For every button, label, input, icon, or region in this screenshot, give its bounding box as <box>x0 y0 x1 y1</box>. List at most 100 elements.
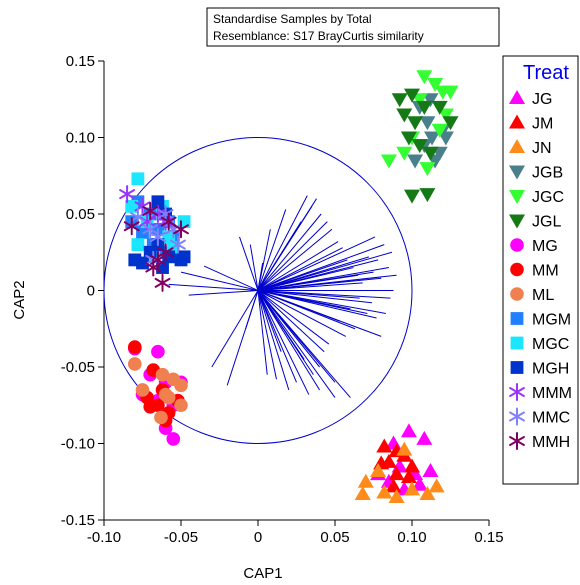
correlation-vector <box>257 290 310 395</box>
data-point-mg <box>166 432 181 446</box>
annotation-line-1: Standardise Samples by Total <box>213 12 372 26</box>
annotation-line-2: Resemblance: S17 BrayCurtis similarity <box>213 29 424 43</box>
data-point-mgc <box>131 172 145 186</box>
x-tick-label: -0.05 <box>164 529 198 546</box>
data-point-jgl <box>404 88 420 103</box>
data-point-jgc <box>396 146 413 161</box>
data-point-jn <box>354 485 371 500</box>
data-point-ml <box>174 378 188 393</box>
data-point-jgl <box>404 189 420 204</box>
correlation-vector <box>257 244 385 291</box>
data-point-mmc <box>149 227 166 246</box>
data-point-mmh <box>123 217 140 236</box>
data-point-jgb <box>419 116 436 131</box>
y-tick-label: -0.10 <box>61 436 95 453</box>
correlation-vector <box>257 259 379 291</box>
legend-label-mgc: MGC <box>532 336 569 353</box>
correlation-vector <box>239 236 259 291</box>
data-point-mmh <box>154 273 171 292</box>
legend-title: Treat <box>523 62 569 84</box>
data-point-jgc <box>419 162 436 177</box>
y-tick-label: 0.05 <box>66 206 95 223</box>
data-point-jgc <box>437 108 454 123</box>
correlation-vector <box>257 274 397 291</box>
data-point-jm <box>400 469 417 484</box>
y-tick-label: -0.15 <box>61 512 95 529</box>
points-layer <box>119 70 459 504</box>
correlation-vector <box>257 221 328 291</box>
correlation-vector <box>257 290 377 319</box>
correlation-vector <box>257 241 339 291</box>
data-point-jgl <box>407 116 424 131</box>
data-point-ml <box>135 383 150 397</box>
legend: Treat JG JM JN JGB JGC JGL MG MM ML MGM MGC MGH MMM M… <box>502 55 579 485</box>
data-point-jgl <box>422 146 439 161</box>
legend-marker-mmc <box>509 407 525 426</box>
data-point-jg <box>411 476 428 491</box>
legend-marker-mgc <box>510 336 524 350</box>
correlation-vector <box>168 283 259 291</box>
data-point-mmc <box>142 220 159 239</box>
data-point-jm <box>376 438 393 453</box>
y-tick-label: 0 <box>87 283 95 300</box>
data-point-jgl <box>400 131 417 146</box>
series-mmh <box>123 201 189 292</box>
series-ml <box>128 357 188 425</box>
legend-marker-jgb <box>509 165 525 180</box>
data-point-mmh <box>142 201 159 220</box>
data-point-jgl <box>416 100 433 115</box>
data-point-jgc <box>427 77 444 92</box>
legend-label-mmc: MMC <box>532 410 570 427</box>
data-point-jgc <box>431 123 448 138</box>
correlation-vector <box>257 213 322 291</box>
data-point-jm <box>385 478 402 493</box>
correlation-vector <box>257 247 343 291</box>
data-point-jgc <box>411 93 428 108</box>
legend-marker-jgc <box>509 190 525 204</box>
data-point-mgc <box>125 199 139 213</box>
correlation-vector <box>257 198 317 291</box>
data-point-jg <box>416 430 433 445</box>
data-point-jgb <box>437 131 454 146</box>
x-axis-label: CAP1 <box>243 565 282 582</box>
correlation-vector <box>257 290 382 337</box>
data-point-mgh <box>128 253 142 267</box>
data-point-jgl <box>391 93 408 108</box>
data-point-jn <box>404 481 420 496</box>
series-jn <box>354 441 445 504</box>
vectors-layer <box>168 195 397 398</box>
legend-label-mgh: MGH <box>532 361 569 378</box>
correlation-vector <box>257 209 287 291</box>
legend-marker-jgl <box>509 214 525 229</box>
data-point-jgc <box>380 154 397 169</box>
data-point-jgl <box>431 100 448 115</box>
data-point-mmm <box>119 185 136 204</box>
y-tick-label: 0.15 <box>66 53 95 70</box>
legend-items: JG JM JN JGB JGC JGL MG MM ML MGM MGC MGH MMM MMC MMH <box>509 90 572 451</box>
data-point-jn <box>388 489 405 504</box>
annotation-box: Standardise Samples by Total Resemblance… <box>206 7 500 47</box>
data-point-mmh <box>157 243 174 262</box>
correlation-vector <box>257 290 321 391</box>
correlation-vector <box>257 290 386 314</box>
data-point-jgb <box>424 131 441 146</box>
data-point-jn <box>376 484 393 499</box>
legend-marker-mgh <box>510 361 524 374</box>
correlation-vector <box>211 290 259 368</box>
legend-label-mmh: MMH <box>532 434 570 451</box>
data-point-jgl <box>419 188 436 203</box>
data-point-mmh <box>145 258 162 277</box>
x-tick-label: 0.10 <box>397 529 426 546</box>
data-point-jgl <box>396 108 413 123</box>
data-point-jn <box>357 473 374 488</box>
legend-label-mmm: MMM <box>532 385 572 402</box>
x-tick-label: 0.15 <box>474 529 503 546</box>
correlation-vector <box>180 271 259 291</box>
data-point-mm <box>128 340 142 354</box>
correlation-vector <box>188 290 259 296</box>
legend-marker-ml <box>510 287 524 301</box>
data-point-jn <box>419 485 436 500</box>
x-tick-label: 0 <box>254 529 262 546</box>
data-point-jg <box>400 423 417 438</box>
